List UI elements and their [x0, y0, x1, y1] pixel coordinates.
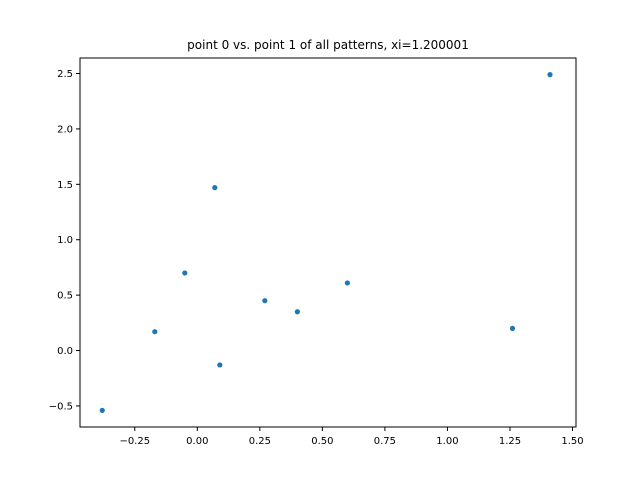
- data-point: [99, 407, 105, 413]
- data-point: [344, 280, 350, 286]
- data-point: [217, 362, 223, 368]
- plot-area-frame: [79, 57, 577, 428]
- data-point: [152, 329, 158, 335]
- data-point: [182, 270, 188, 276]
- y-axis: −0.5 0.0 0.5 1.0 1.5 2.0 2.5: [49, 69, 80, 412]
- data-point: [262, 298, 268, 304]
- y-tick-label: 1.0: [57, 235, 73, 246]
- x-tick-label: 1.25: [499, 436, 521, 447]
- y-tick-label: 0.5: [57, 291, 73, 302]
- chart-title: point 0 vs. point 1 of all patterns, xi=…: [187, 38, 469, 52]
- data-point: [212, 185, 218, 191]
- x-tick-label: 1.50: [561, 436, 583, 447]
- y-tick-label: 0.0: [57, 346, 73, 357]
- x-tick-label: 0.75: [374, 436, 396, 447]
- data-point: [509, 325, 516, 331]
- data-points: [99, 72, 553, 413]
- x-tick-label: 1.00: [436, 436, 458, 447]
- y-tick-label: 2.0: [57, 124, 73, 135]
- x-tick-label: 0.00: [186, 436, 208, 447]
- data-point: [294, 309, 300, 315]
- data-point: [547, 72, 553, 78]
- x-tick-label: 0.25: [249, 436, 271, 447]
- x-tick-label: −0.25: [119, 436, 150, 447]
- y-tick-label: 1.5: [57, 180, 73, 191]
- x-axis: −0.25 0.00 0.25 0.50 0.75 1.00 1.25 1.50: [119, 427, 584, 447]
- x-tick-label: 0.50: [311, 436, 333, 447]
- y-tick-label: −0.5: [49, 401, 73, 412]
- y-tick-label: 2.5: [57, 69, 73, 80]
